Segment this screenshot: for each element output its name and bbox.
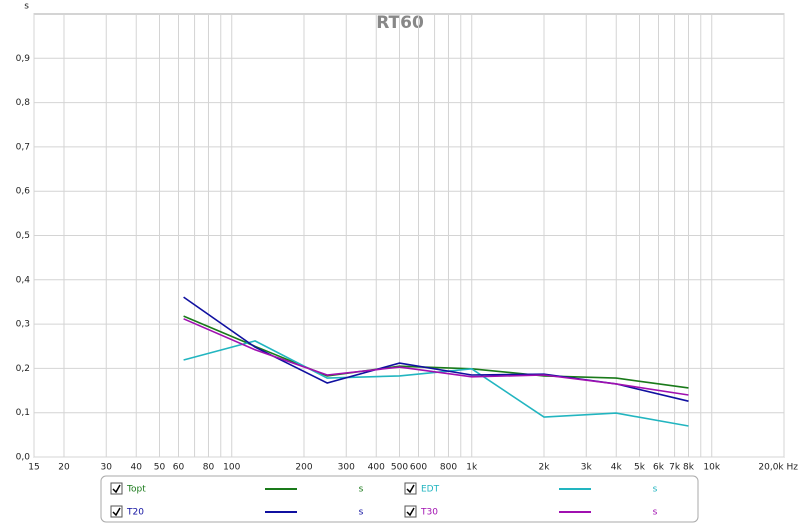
x-tick-label: 80 (203, 463, 215, 473)
y-tick-label: 0,7 (16, 142, 30, 152)
x-tick-label: 50 (154, 463, 166, 473)
x-tick-label: 10k (703, 463, 720, 473)
legend-box (100, 475, 699, 523)
x-tick-label: 400 (368, 463, 385, 473)
series-line (183, 315, 689, 389)
x-tick-label: 30 (101, 463, 113, 473)
legend-checkmark (112, 507, 121, 517)
x-tick-label: 20,0k Hz (758, 463, 798, 473)
y-tick-label: 0,4 (16, 275, 31, 285)
x-tick-label: 600 (410, 463, 427, 473)
y-tick-label: 0,0 (16, 453, 31, 463)
legend-checkmark (406, 484, 415, 494)
x-tick-label: 8k (683, 463, 695, 473)
legend-label: Topt (126, 485, 146, 495)
y-tick-label: 0,5 (16, 231, 30, 241)
x-tick-label: 2k (539, 463, 551, 473)
legend-checkmark (406, 507, 415, 517)
x-tick-label: 500 (391, 463, 408, 473)
x-tick-label: 300 (338, 463, 355, 473)
x-tick-label: 4k (611, 463, 623, 473)
x-tick-label: 3k (581, 463, 593, 473)
legend-checkbox[interactable] (110, 482, 123, 495)
x-tick-label: 5k (634, 463, 646, 473)
y-tick-label: 0,9 (16, 54, 31, 64)
legend-unit: s (653, 508, 658, 518)
y-tick-label: 0,1 (16, 408, 30, 418)
x-tick-label: 20 (58, 463, 70, 473)
x-tick-label: 6k (653, 463, 665, 473)
x-tick-label: 200 (295, 463, 312, 473)
legend-unit: s (653, 485, 658, 495)
x-tick-label: 100 (223, 463, 240, 473)
legend-checkbox[interactable] (404, 482, 417, 495)
legend-checkbox[interactable] (404, 505, 417, 518)
chart-title: RT60 (376, 13, 424, 33)
legend-label: T20 (126, 508, 144, 518)
x-tick-label: 1k (466, 463, 478, 473)
legend-label: EDT (421, 485, 440, 495)
legend-checkbox[interactable] (110, 505, 123, 518)
x-tick-label: 60 (173, 463, 185, 473)
legend-checkmark (112, 484, 121, 494)
y-tick-label: 0,6 (16, 187, 31, 197)
x-tick-label: 7k (669, 463, 681, 473)
x-tick-label: 800 (440, 463, 457, 473)
y-unit: s (24, 2, 29, 12)
x-tick-label: 40 (131, 463, 143, 473)
y-tick-label: 0,3 (16, 320, 30, 330)
y-tick-label: 0,2 (16, 364, 30, 374)
y-tick-label: 0,8 (16, 98, 31, 108)
series-line (183, 318, 689, 396)
legend-unit: s (359, 508, 364, 518)
legend-label: T30 (420, 508, 438, 518)
legend-unit: s (359, 485, 364, 495)
x-tick-label: 15 (28, 463, 39, 473)
